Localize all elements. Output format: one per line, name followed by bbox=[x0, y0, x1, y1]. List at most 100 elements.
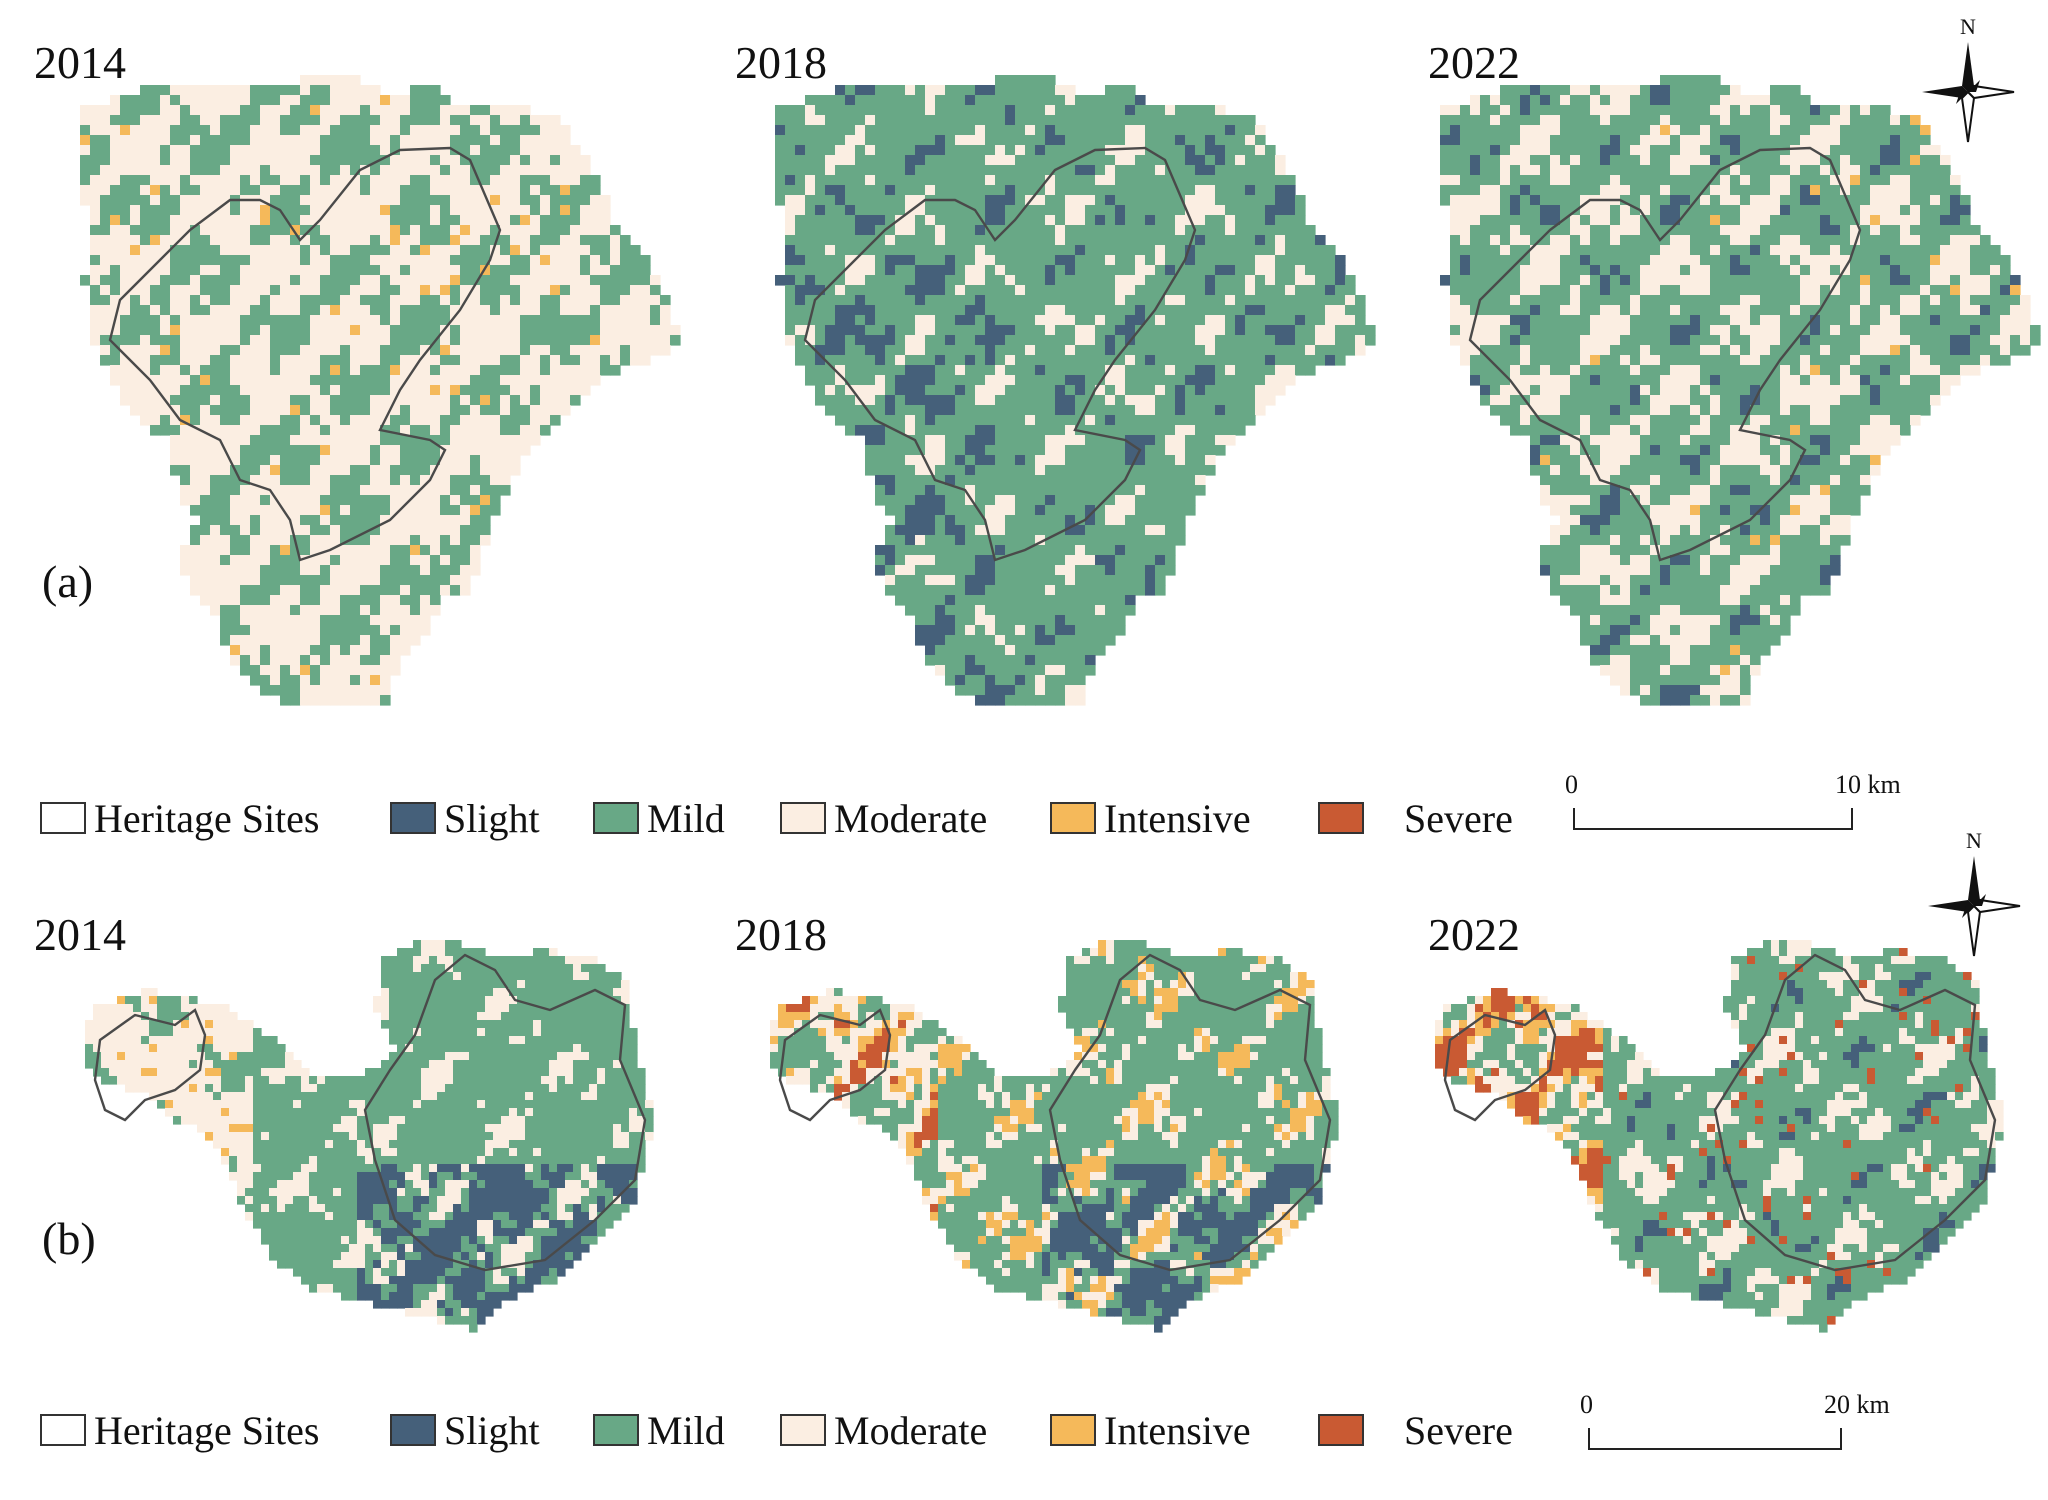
map-cell bbox=[190, 115, 201, 126]
map-cell bbox=[320, 485, 331, 496]
map-cell bbox=[340, 525, 351, 536]
map-cell bbox=[825, 185, 836, 196]
map-cell bbox=[1295, 275, 1306, 286]
map-cell bbox=[180, 205, 191, 216]
map-cell bbox=[290, 565, 301, 576]
map-cell bbox=[480, 305, 491, 316]
map-cell bbox=[1165, 135, 1176, 146]
map-cell bbox=[1165, 535, 1176, 546]
map-cell bbox=[340, 75, 351, 86]
map-cell bbox=[1055, 315, 1066, 326]
map-cell bbox=[1105, 525, 1116, 536]
map-cell bbox=[1065, 675, 1076, 686]
map-cell bbox=[1225, 245, 1236, 256]
map-cell bbox=[915, 195, 926, 206]
map-cell bbox=[460, 385, 471, 396]
map-cell bbox=[100, 325, 111, 336]
map-cell bbox=[885, 275, 896, 286]
map-cell bbox=[180, 285, 191, 296]
map-cell bbox=[630, 335, 641, 346]
map-cell bbox=[925, 615, 936, 626]
map-cell bbox=[1075, 225, 1086, 236]
map-cell bbox=[460, 305, 471, 316]
map-cell bbox=[1205, 465, 1216, 476]
map-cell bbox=[230, 475, 241, 486]
map-cell bbox=[290, 145, 301, 156]
map-cell bbox=[340, 375, 351, 386]
map-cell bbox=[955, 655, 966, 666]
map-cell bbox=[1055, 485, 1066, 496]
map-cell bbox=[995, 85, 1006, 96]
map-cell bbox=[290, 435, 301, 446]
map-cell bbox=[925, 315, 936, 326]
map-cell bbox=[150, 275, 161, 286]
map-cell bbox=[440, 455, 451, 466]
map-cell bbox=[600, 365, 611, 376]
map-cell bbox=[995, 405, 1006, 416]
map-cell bbox=[240, 525, 251, 536]
map-cell bbox=[835, 375, 846, 386]
map-cell bbox=[340, 455, 351, 466]
map-cell bbox=[1195, 245, 1206, 256]
map-cell bbox=[935, 215, 946, 226]
map-cell bbox=[260, 365, 271, 376]
map-cell bbox=[260, 175, 271, 186]
map-cell bbox=[1025, 465, 1036, 476]
map-cell bbox=[310, 625, 321, 636]
map-cell bbox=[1215, 385, 1226, 396]
map-cell bbox=[350, 645, 361, 656]
map-cell bbox=[570, 355, 581, 366]
map-cell bbox=[200, 285, 211, 296]
map-cell bbox=[400, 515, 411, 526]
map-cell bbox=[200, 585, 211, 596]
map-cell bbox=[210, 545, 221, 556]
map-cell bbox=[440, 275, 451, 286]
map-cell bbox=[250, 235, 261, 246]
map-cell bbox=[560, 405, 571, 416]
map-cell bbox=[1225, 225, 1236, 236]
map-cell bbox=[590, 255, 601, 266]
map-cell bbox=[260, 605, 271, 616]
map-cell bbox=[500, 465, 511, 476]
map-cell bbox=[955, 445, 966, 456]
map-cell bbox=[1125, 145, 1136, 156]
map-cell bbox=[390, 305, 401, 316]
map-cell bbox=[1155, 575, 1166, 586]
map-cell bbox=[1215, 245, 1226, 256]
map-cell bbox=[300, 445, 311, 456]
map-cell bbox=[230, 415, 241, 426]
map-cell bbox=[855, 405, 866, 416]
map-cell bbox=[460, 175, 471, 186]
map-cell bbox=[220, 495, 231, 506]
map-cell bbox=[320, 155, 331, 166]
map-cell bbox=[600, 295, 611, 306]
map-cell bbox=[1275, 285, 1286, 296]
map-cell bbox=[490, 325, 501, 336]
map-cell bbox=[530, 405, 541, 416]
map-cell bbox=[875, 485, 886, 496]
map-cell bbox=[1225, 305, 1236, 316]
map-cell bbox=[925, 445, 936, 456]
map-cell bbox=[300, 625, 311, 636]
map-cell bbox=[620, 295, 631, 306]
map-cell bbox=[785, 145, 796, 156]
map-cell bbox=[390, 635, 401, 646]
map-cell bbox=[915, 215, 926, 226]
map-cell bbox=[1055, 585, 1066, 596]
map-cell bbox=[370, 105, 381, 116]
map-cell bbox=[200, 175, 211, 186]
map-cell bbox=[795, 205, 806, 216]
map-cell bbox=[340, 345, 351, 356]
map-cell bbox=[1255, 295, 1266, 306]
map-cell bbox=[1025, 105, 1036, 116]
map-cell bbox=[400, 495, 411, 506]
map-cell bbox=[1205, 285, 1216, 296]
map-cell bbox=[1185, 325, 1196, 336]
map-cell bbox=[610, 235, 621, 246]
map-cell bbox=[935, 455, 946, 466]
map-cell bbox=[1165, 245, 1176, 256]
map-cell bbox=[1005, 245, 1016, 256]
map-cell bbox=[230, 345, 241, 356]
map-cell bbox=[470, 285, 481, 296]
map-cell bbox=[1075, 195, 1086, 206]
